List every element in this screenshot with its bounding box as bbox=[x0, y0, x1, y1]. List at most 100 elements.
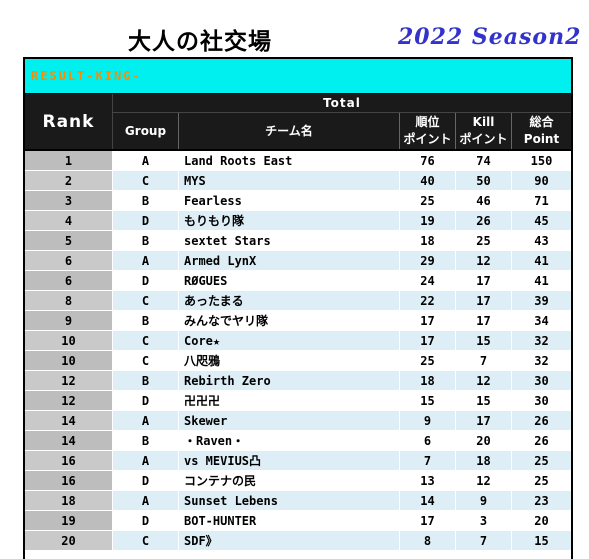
total-points-cell: 90 bbox=[512, 171, 571, 190]
kill-points-cell: 26 bbox=[456, 211, 512, 230]
kill-points-cell: 9 bbox=[456, 491, 512, 510]
kill-points-cell: 50 bbox=[456, 171, 512, 190]
total-points-cell: 30 bbox=[512, 391, 571, 410]
group-cell: C bbox=[113, 351, 179, 370]
kill-points-cell: 20 bbox=[456, 431, 512, 450]
group-cell: A bbox=[113, 151, 179, 170]
rank-cell: 3 bbox=[25, 191, 113, 210]
total-points-cell: 30 bbox=[512, 371, 571, 390]
total-points-cell: 41 bbox=[512, 251, 571, 270]
total-points-cell: 32 bbox=[512, 331, 571, 350]
team-name-cell: コンテナの民 bbox=[179, 471, 400, 490]
position-points-cell: 9 bbox=[400, 411, 456, 430]
rank-cell: 12 bbox=[25, 371, 113, 390]
table-body: 1 A Land Roots East 76 74 150 2 C MYS 40 50 90 3 B Fea… bbox=[25, 151, 571, 551]
kill-header-line2: ポイント bbox=[459, 132, 508, 146]
group-cell: A bbox=[113, 451, 179, 470]
position-points-cell: 76 bbox=[400, 151, 456, 170]
team-name-cell: もりもり隊 bbox=[179, 211, 400, 230]
total-points-cell: 32 bbox=[512, 351, 571, 370]
position-points-cell: 25 bbox=[400, 191, 456, 210]
rank-cell: 8 bbox=[25, 291, 113, 310]
total-points-cell: 34 bbox=[512, 311, 571, 330]
position-points-cell: 40 bbox=[400, 171, 456, 190]
team-name-cell: ・Raven・ bbox=[179, 431, 400, 450]
results-table: RESULT-KING- Rank Total Group チーム名 順位 ポイ… bbox=[23, 57, 573, 559]
group-cell: B bbox=[113, 231, 179, 250]
rank-cell: 12 bbox=[25, 391, 113, 410]
team-name-cell: Sunset Lebens bbox=[179, 491, 400, 510]
position-points-cell: 7 bbox=[400, 451, 456, 470]
team-name-cell: RØGUES bbox=[179, 271, 400, 290]
rank-cell: 4 bbox=[25, 211, 113, 230]
position-points-cell: 17 bbox=[400, 331, 456, 350]
team-header: チーム名 bbox=[179, 113, 400, 149]
position-points-cell: 6 bbox=[400, 431, 456, 450]
group-cell: B bbox=[113, 431, 179, 450]
position-points-cell: 17 bbox=[400, 511, 456, 530]
position-points-cell: 29 bbox=[400, 251, 456, 270]
position-points-cell: 24 bbox=[400, 271, 456, 290]
team-name-cell: Armed LynX bbox=[179, 251, 400, 270]
rank-cell: 20 bbox=[25, 531, 113, 550]
total-points-cell: 20 bbox=[512, 511, 571, 530]
team-name-cell: あったまる bbox=[179, 291, 400, 310]
team-name-cell: Land Roots East bbox=[179, 151, 400, 170]
table-row: 3 B Fearless 25 46 71 bbox=[25, 191, 571, 211]
position-points-cell: 8 bbox=[400, 531, 456, 550]
team-name-cell: BOT-HUNTER bbox=[179, 511, 400, 530]
group-cell: B bbox=[113, 191, 179, 210]
rank-cell: 10 bbox=[25, 351, 113, 370]
rank-cell: 2 bbox=[25, 171, 113, 190]
rank-cell: 19 bbox=[25, 511, 113, 530]
position-points-cell: 18 bbox=[400, 231, 456, 250]
table-row: 10 C 八咫鴉 25 7 32 bbox=[25, 351, 571, 371]
table-row: 6 A Armed LynX 29 12 41 bbox=[25, 251, 571, 271]
table-row: 12 D 卍卍卍 15 15 30 bbox=[25, 391, 571, 411]
table-row: 8 C あったまる 22 17 39 bbox=[25, 291, 571, 311]
position-points-cell: 25 bbox=[400, 351, 456, 370]
team-name-cell: Rebirth Zero bbox=[179, 371, 400, 390]
kill-points-cell: 18 bbox=[456, 451, 512, 470]
kill-points-cell: 12 bbox=[456, 371, 512, 390]
rank-header: Rank bbox=[25, 94, 113, 149]
group-cell: B bbox=[113, 311, 179, 330]
kill-points-cell: 74 bbox=[456, 151, 512, 170]
total-header-line2: Point bbox=[523, 132, 560, 146]
group-cell: D bbox=[113, 391, 179, 410]
total-points-cell: 15 bbox=[512, 531, 571, 550]
position-points-cell: 19 bbox=[400, 211, 456, 230]
table-row: 14 B ・Raven・ 6 20 26 bbox=[25, 431, 571, 451]
kill-points-cell: 17 bbox=[456, 411, 512, 430]
total-points-cell: 150 bbox=[512, 151, 571, 170]
kill-points-cell: 12 bbox=[456, 251, 512, 270]
rank-cell: 18 bbox=[25, 491, 113, 510]
position-points-cell: 13 bbox=[400, 471, 456, 490]
team-name-cell: SDF》 bbox=[179, 531, 400, 550]
group-cell: C bbox=[113, 331, 179, 350]
total-points-cell: 43 bbox=[512, 231, 571, 250]
total-points-header: 総合 Point bbox=[512, 113, 571, 149]
group-cell: C bbox=[113, 171, 179, 190]
position-points-cell: 15 bbox=[400, 391, 456, 410]
rank-cell: 6 bbox=[25, 251, 113, 270]
table-row: 12 B Rebirth Zero 18 12 30 bbox=[25, 371, 571, 391]
kill-header-line1: Kill bbox=[472, 115, 495, 129]
team-header-label: チーム名 bbox=[265, 123, 313, 138]
group-header-label: Group bbox=[124, 123, 167, 138]
rank-cell: 16 bbox=[25, 451, 113, 470]
table-row: 4 D もりもり隊 19 26 45 bbox=[25, 211, 571, 231]
team-name-cell: Core★ bbox=[179, 331, 400, 350]
kill-points-cell: 15 bbox=[456, 391, 512, 410]
kill-points-cell: 7 bbox=[456, 351, 512, 370]
kill-points-cell: 25 bbox=[456, 231, 512, 250]
total-points-cell: 39 bbox=[512, 291, 571, 310]
total-header: Total bbox=[113, 94, 571, 113]
rank-cell: 1 bbox=[25, 151, 113, 170]
rank-cell: 16 bbox=[25, 471, 113, 490]
kill-points-cell: 17 bbox=[456, 291, 512, 310]
group-header: Group bbox=[113, 113, 179, 149]
kill-points-cell: 3 bbox=[456, 511, 512, 530]
total-points-cell: 26 bbox=[512, 411, 571, 430]
